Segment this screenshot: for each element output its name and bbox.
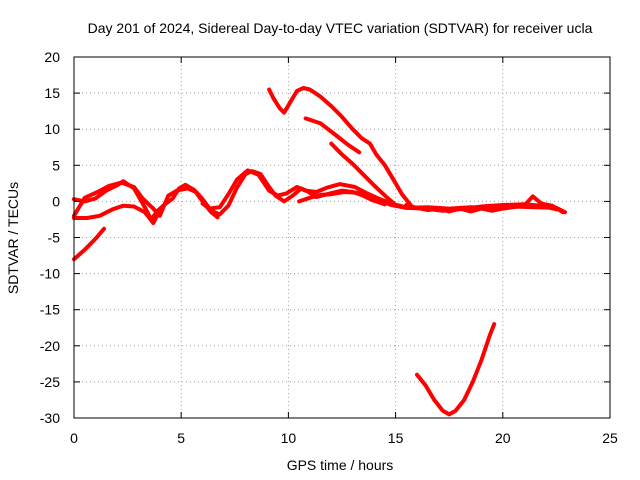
data-layer [72,86,567,417]
y-tick-label: -10 [40,266,60,282]
x-tick-label: 10 [281,430,297,446]
series-seg-c [72,203,160,226]
series-seg-f [267,86,413,207]
x-tick-label: 20 [495,430,511,446]
series-seg-a [72,226,106,262]
y-tick-label: -5 [48,230,61,246]
y-tick-label: 5 [52,157,60,173]
y-tick-label: 15 [44,85,60,101]
x-tick-label: 5 [177,430,185,446]
series-seg-k [404,194,565,215]
x-tick-label: 0 [70,430,78,446]
series-seg-i [297,190,387,207]
series-seg-h [329,141,398,207]
y-tick-label: 10 [44,121,60,137]
chart-title: Day 201 of 2024, Sidereal Day-to-day VTE… [88,20,593,36]
y-tick-label: 20 [44,49,60,65]
x-axis-label: GPS time / hours [287,457,394,473]
x-tick-label: 25 [602,430,618,446]
series-seg-g [303,116,362,155]
x-tick-label: 15 [388,430,404,446]
y-tick-label: -20 [40,338,60,354]
y-tick-label: -30 [40,410,60,426]
y-tick-label: 0 [52,193,60,209]
y-tick-label: -25 [40,374,60,390]
y-axis-label: SDTVAR / TECUs [5,182,21,294]
y-tick-label: -15 [40,302,60,318]
series-seg-e [200,168,559,213]
axis-ticks: 0 5 10 15 20 25 -30 -25 -20 -15 -10 -5 0 5 10 15 20 [40,49,618,446]
series-seg-j [415,322,497,417]
grid [74,57,610,418]
